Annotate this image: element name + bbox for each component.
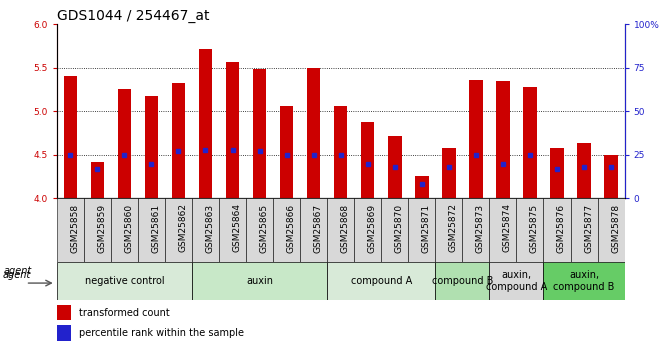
Bar xyxy=(516,198,544,262)
Text: agent: agent xyxy=(3,266,31,276)
Bar xyxy=(544,198,570,262)
Text: GSM25863: GSM25863 xyxy=(206,204,214,253)
Text: auxin,
compound B: auxin, compound B xyxy=(553,270,615,292)
Text: GSM25868: GSM25868 xyxy=(341,204,349,253)
Text: agent: agent xyxy=(3,270,31,280)
Bar xyxy=(138,198,165,262)
Text: GSM25860: GSM25860 xyxy=(124,204,134,253)
Text: auxin: auxin xyxy=(246,276,273,286)
Bar xyxy=(91,162,104,198)
Text: GSM25871: GSM25871 xyxy=(422,204,431,253)
Text: GSM25861: GSM25861 xyxy=(152,204,160,253)
Text: GSM25877: GSM25877 xyxy=(584,204,593,253)
Text: GSM25866: GSM25866 xyxy=(287,204,296,253)
Bar xyxy=(57,198,84,262)
Bar xyxy=(408,198,436,262)
Bar xyxy=(280,106,293,198)
Bar xyxy=(57,305,71,320)
Bar xyxy=(598,198,625,262)
Bar xyxy=(165,198,192,262)
Bar xyxy=(84,198,111,262)
Bar xyxy=(388,136,401,198)
Bar xyxy=(361,122,375,198)
Bar xyxy=(436,262,490,300)
Bar xyxy=(334,106,347,198)
Bar xyxy=(219,198,246,262)
Text: GSM25875: GSM25875 xyxy=(530,204,539,253)
Bar xyxy=(192,198,219,262)
Text: compound B: compound B xyxy=(432,276,493,286)
Text: percentile rank within the sample: percentile rank within the sample xyxy=(79,328,244,338)
Text: GSM25864: GSM25864 xyxy=(232,204,242,253)
Bar xyxy=(469,80,483,198)
Bar xyxy=(490,198,516,262)
Text: negative control: negative control xyxy=(85,276,164,286)
Text: compound A: compound A xyxy=(351,276,412,286)
Text: GDS1044 / 254467_at: GDS1044 / 254467_at xyxy=(57,9,209,23)
Text: GSM25867: GSM25867 xyxy=(314,204,323,253)
Bar xyxy=(57,325,71,341)
Bar xyxy=(273,198,300,262)
Bar xyxy=(300,198,327,262)
Text: GSM25870: GSM25870 xyxy=(395,204,403,253)
Text: GSM25878: GSM25878 xyxy=(611,204,620,253)
Bar xyxy=(577,144,591,198)
Text: GSM25873: GSM25873 xyxy=(476,204,485,253)
Bar xyxy=(436,198,462,262)
Bar xyxy=(490,262,544,300)
Bar xyxy=(544,262,625,300)
Text: GSM25859: GSM25859 xyxy=(98,204,106,253)
Bar xyxy=(226,62,239,198)
Bar xyxy=(442,148,456,198)
Text: GSM25862: GSM25862 xyxy=(178,204,188,253)
Bar xyxy=(246,198,273,262)
Text: GSM25872: GSM25872 xyxy=(449,204,458,253)
Text: GSM25869: GSM25869 xyxy=(367,204,377,253)
Bar xyxy=(570,198,598,262)
Bar xyxy=(327,262,436,300)
Bar xyxy=(118,89,131,198)
Bar xyxy=(354,198,381,262)
Bar xyxy=(496,81,510,198)
Bar xyxy=(381,198,408,262)
Text: GSM25858: GSM25858 xyxy=(70,204,79,253)
Bar xyxy=(307,68,321,198)
Text: transformed count: transformed count xyxy=(79,308,170,318)
Bar xyxy=(462,198,490,262)
Bar xyxy=(111,198,138,262)
Bar xyxy=(57,262,192,300)
Text: GSM25876: GSM25876 xyxy=(557,204,566,253)
Bar xyxy=(172,83,185,198)
Bar xyxy=(415,176,429,198)
Bar xyxy=(327,198,354,262)
Bar xyxy=(199,49,212,198)
Bar xyxy=(253,69,267,198)
Bar xyxy=(605,155,618,198)
Bar xyxy=(550,148,564,198)
Text: GSM25874: GSM25874 xyxy=(503,204,512,253)
Text: auxin,
compound A: auxin, compound A xyxy=(486,270,547,292)
Bar xyxy=(523,87,536,198)
Bar xyxy=(192,262,327,300)
Bar xyxy=(63,76,77,198)
Text: GSM25865: GSM25865 xyxy=(260,204,269,253)
Bar xyxy=(145,97,158,198)
